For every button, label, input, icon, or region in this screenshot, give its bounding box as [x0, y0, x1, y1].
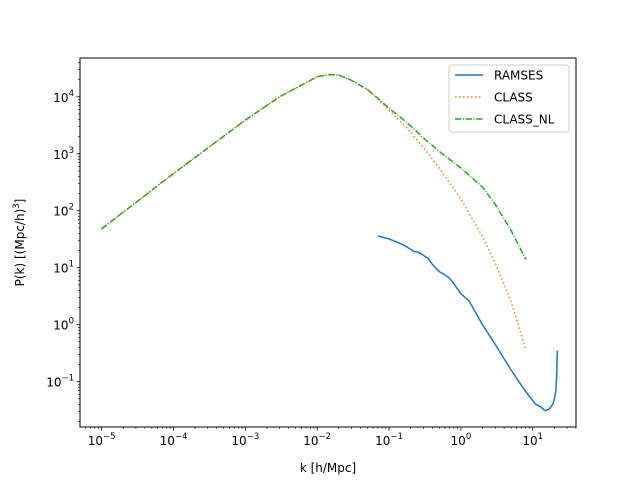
- x-tick-label: 10−5: [88, 432, 116, 448]
- y-tick-label: 104: [53, 89, 74, 105]
- legend-label: RAMSES: [494, 69, 543, 83]
- x-tick-label: 10−4: [160, 432, 188, 448]
- y-axis-label: P(k) [(Mpc/h)3]: [12, 199, 27, 287]
- x-tick-label: 10−2: [303, 432, 331, 448]
- legend-label: CLASS_NL: [494, 113, 555, 127]
- x-tick-label: 10−3: [231, 432, 259, 448]
- series-line-class-nl: [101, 73, 527, 260]
- legend-frame: [448, 64, 570, 133]
- y-tick-label: 102: [53, 203, 74, 219]
- legend-label: CLASS: [494, 91, 533, 105]
- y-tick-label: 10−1: [46, 374, 74, 390]
- x-tick-label: 100: [451, 432, 472, 448]
- y-tick-label: 100: [53, 317, 74, 333]
- plot-area-frame: [79, 57, 577, 428]
- x-tick-label: 101: [522, 432, 543, 448]
- series-layer: [101, 73, 559, 412]
- legend-entries: RAMSES CLASS CLASS_NL: [455, 69, 555, 127]
- tick-layer: 10−5 10−4 10−3 10−2 10−1 100 101 10−1 100 101 102 1…: [46, 62, 577, 448]
- legend: RAMSES CLASS CLASS_NL: [448, 64, 570, 133]
- x-tick-label: 10−1: [375, 432, 403, 448]
- y-tick-label: 103: [53, 146, 74, 162]
- x-axis-label: k [h/Mpc]: [300, 461, 356, 475]
- series-line-ramses: [377, 235, 559, 412]
- y-tick-label: 101: [53, 260, 74, 276]
